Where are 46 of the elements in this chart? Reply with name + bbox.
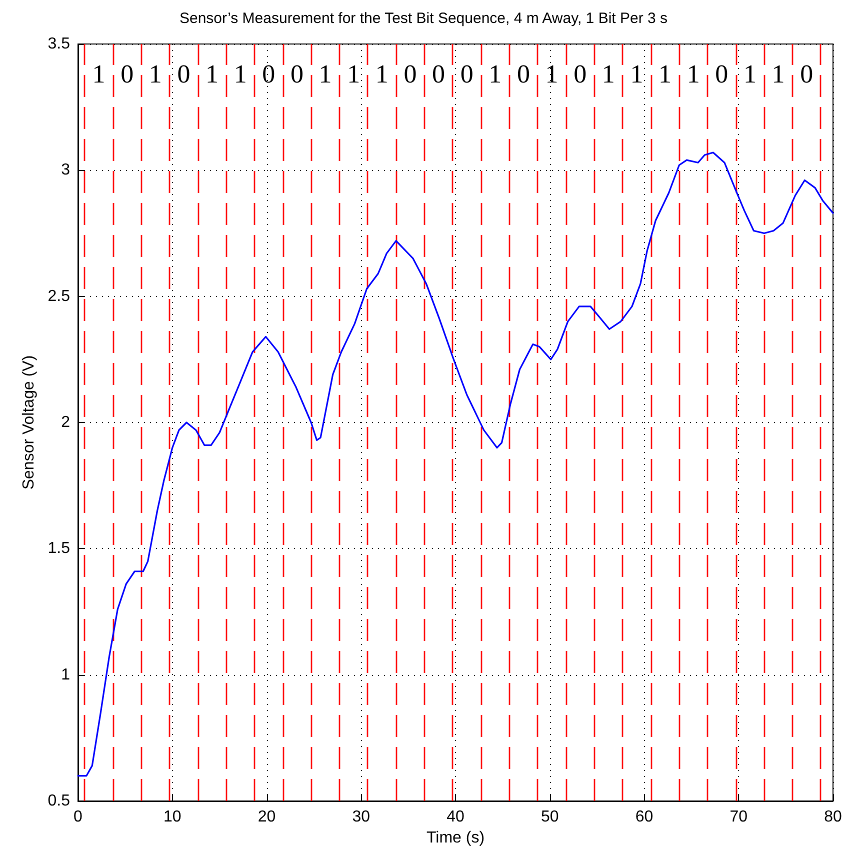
x-tick-label: 30 — [352, 808, 370, 826]
y-axis-title: Sensor Voltage (V) — [20, 355, 38, 490]
annotation: 0 — [715, 60, 728, 88]
annotation: 1 — [658, 60, 672, 88]
x-tick-label: 60 — [635, 808, 654, 826]
y-tick-label: 3 — [61, 162, 70, 179]
x-tick-label: 80 — [824, 808, 842, 826]
annotation: 1 — [545, 60, 558, 88]
y-tick-label: 2 — [61, 414, 70, 431]
annotation: 1 — [148, 60, 162, 88]
x-tick-label: 10 — [163, 808, 182, 826]
annotation: 0 — [290, 60, 304, 88]
annotation: 0 — [460, 60, 474, 88]
annotation: 0 — [800, 60, 814, 88]
line-series — [77, 152, 834, 777]
annotation: 1 — [630, 60, 644, 88]
annotation: 1 — [602, 60, 615, 88]
y-tick-label: 3.5 — [48, 36, 70, 52]
annotation: 0 — [262, 60, 276, 88]
annotation: 1 — [92, 60, 106, 88]
x-tick-label: 50 — [540, 808, 559, 826]
annotation: 1 — [318, 60, 332, 88]
y-tick-label: 1.5 — [48, 540, 70, 558]
x-tick-label: 20 — [258, 808, 276, 826]
annotation: 1 — [488, 60, 502, 88]
y-tick-label: 1 — [61, 666, 70, 684]
annotation: 1 — [686, 60, 700, 88]
annotation: 0 — [574, 60, 587, 88]
annotation: 1 — [375, 60, 388, 88]
annotation: 0 — [432, 60, 446, 88]
y-tick-label: 0.5 — [48, 792, 70, 810]
x-tick-label: 70 — [730, 808, 748, 826]
annotation: 0 — [120, 60, 134, 88]
annotation: 1 — [772, 60, 785, 88]
x-tick-label: 0 — [74, 808, 83, 826]
annotation: 0 — [516, 60, 530, 88]
annotation: 0 — [177, 60, 190, 88]
annotation: 1 — [347, 60, 360, 88]
x-axis-title: Time (s) — [426, 829, 485, 846]
annotation: 0 — [404, 60, 417, 88]
annotation: 1 — [234, 60, 247, 88]
y-tick-label: 2.5 — [48, 288, 70, 305]
annotation: 1 — [743, 60, 756, 88]
annotation: 1 — [206, 60, 219, 88]
chart-title: Sensor’s Measurement for the Test Bit Sequence, 4 m Away, 1 Bit Per 3 s — [179, 10, 668, 27]
x-tick-label: 40 — [446, 808, 464, 826]
